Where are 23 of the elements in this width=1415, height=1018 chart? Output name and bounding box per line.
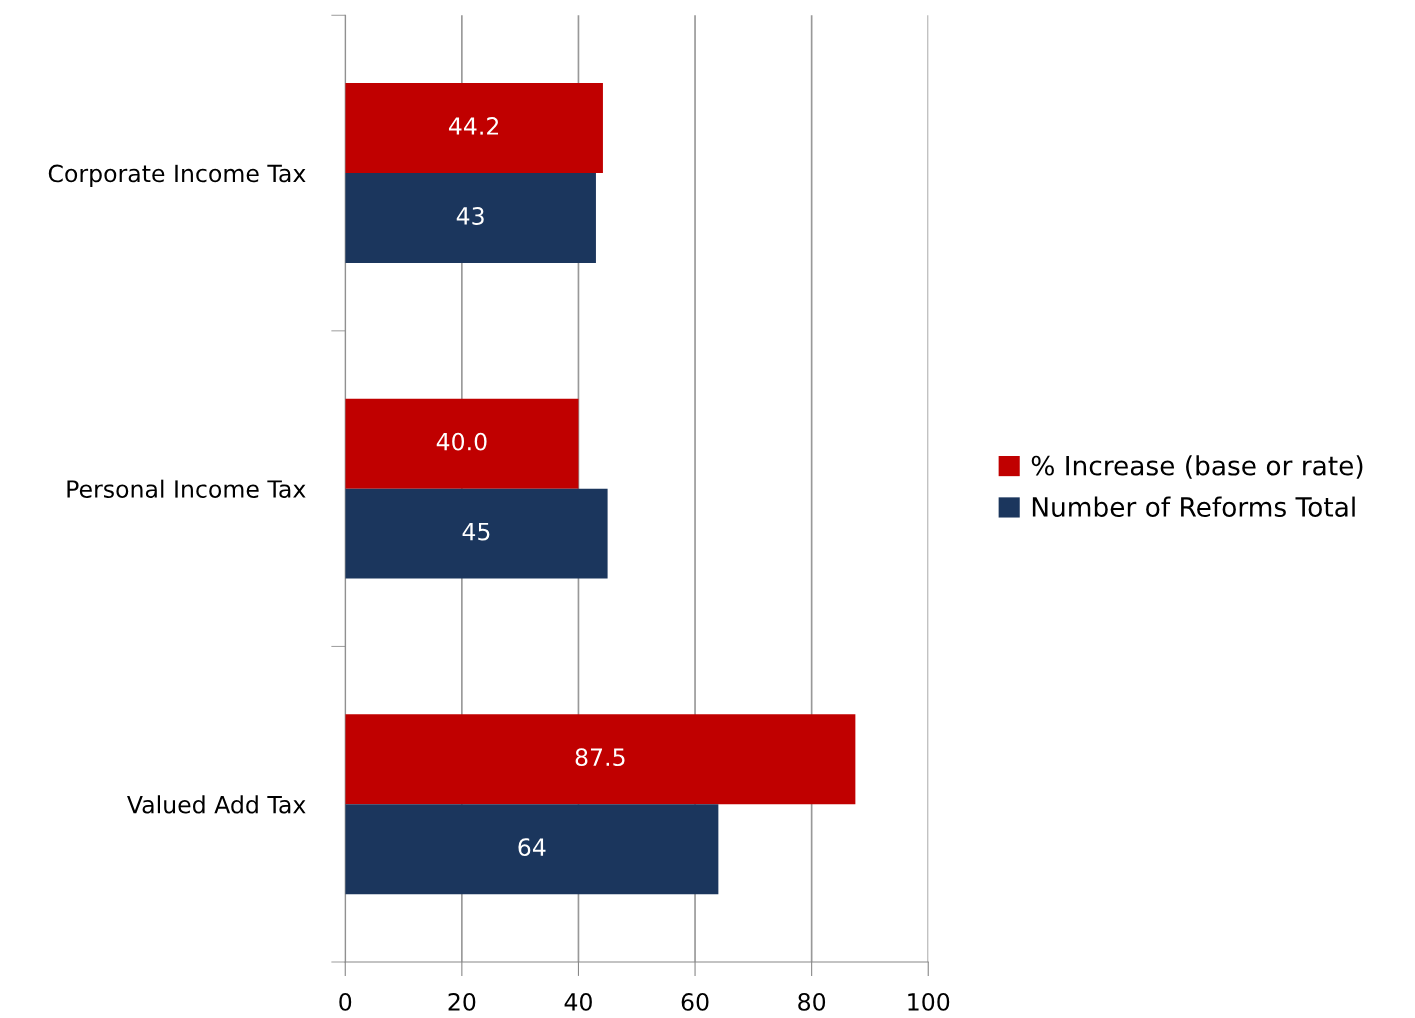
data-label: 44.2 bbox=[448, 117, 499, 135]
bar bbox=[345, 173, 596, 263]
bar bbox=[345, 83, 603, 174]
x-tick-label: 100 bbox=[908, 992, 950, 1011]
legend-label: Number of Reforms Total bbox=[1032, 496, 1355, 517]
data-label: 43 bbox=[456, 207, 484, 225]
bar bbox=[345, 804, 719, 895]
y-tick-label: Valued Add Tax bbox=[127, 795, 306, 814]
bar bbox=[345, 398, 579, 489]
data-label: 45 bbox=[462, 522, 490, 541]
bar bbox=[345, 488, 608, 579]
x-tick-label: 60 bbox=[681, 992, 709, 1011]
x-tick-label: 40 bbox=[564, 992, 592, 1011]
y-tick-label: Personal Income Tax bbox=[67, 479, 306, 498]
x-tick-label: 80 bbox=[798, 992, 826, 1011]
bar bbox=[345, 714, 856, 805]
x-tick-label: 20 bbox=[448, 992, 476, 1011]
legend-label: % Increase (base or rate) bbox=[1031, 455, 1363, 479]
x-tick-label: 0 bbox=[339, 992, 352, 1011]
data-label: 87.5 bbox=[575, 748, 625, 767]
data-label: 40.0 bbox=[436, 432, 487, 451]
data-label: 64 bbox=[518, 838, 546, 857]
y-tick-label: Corporate Income Tax bbox=[48, 164, 306, 187]
